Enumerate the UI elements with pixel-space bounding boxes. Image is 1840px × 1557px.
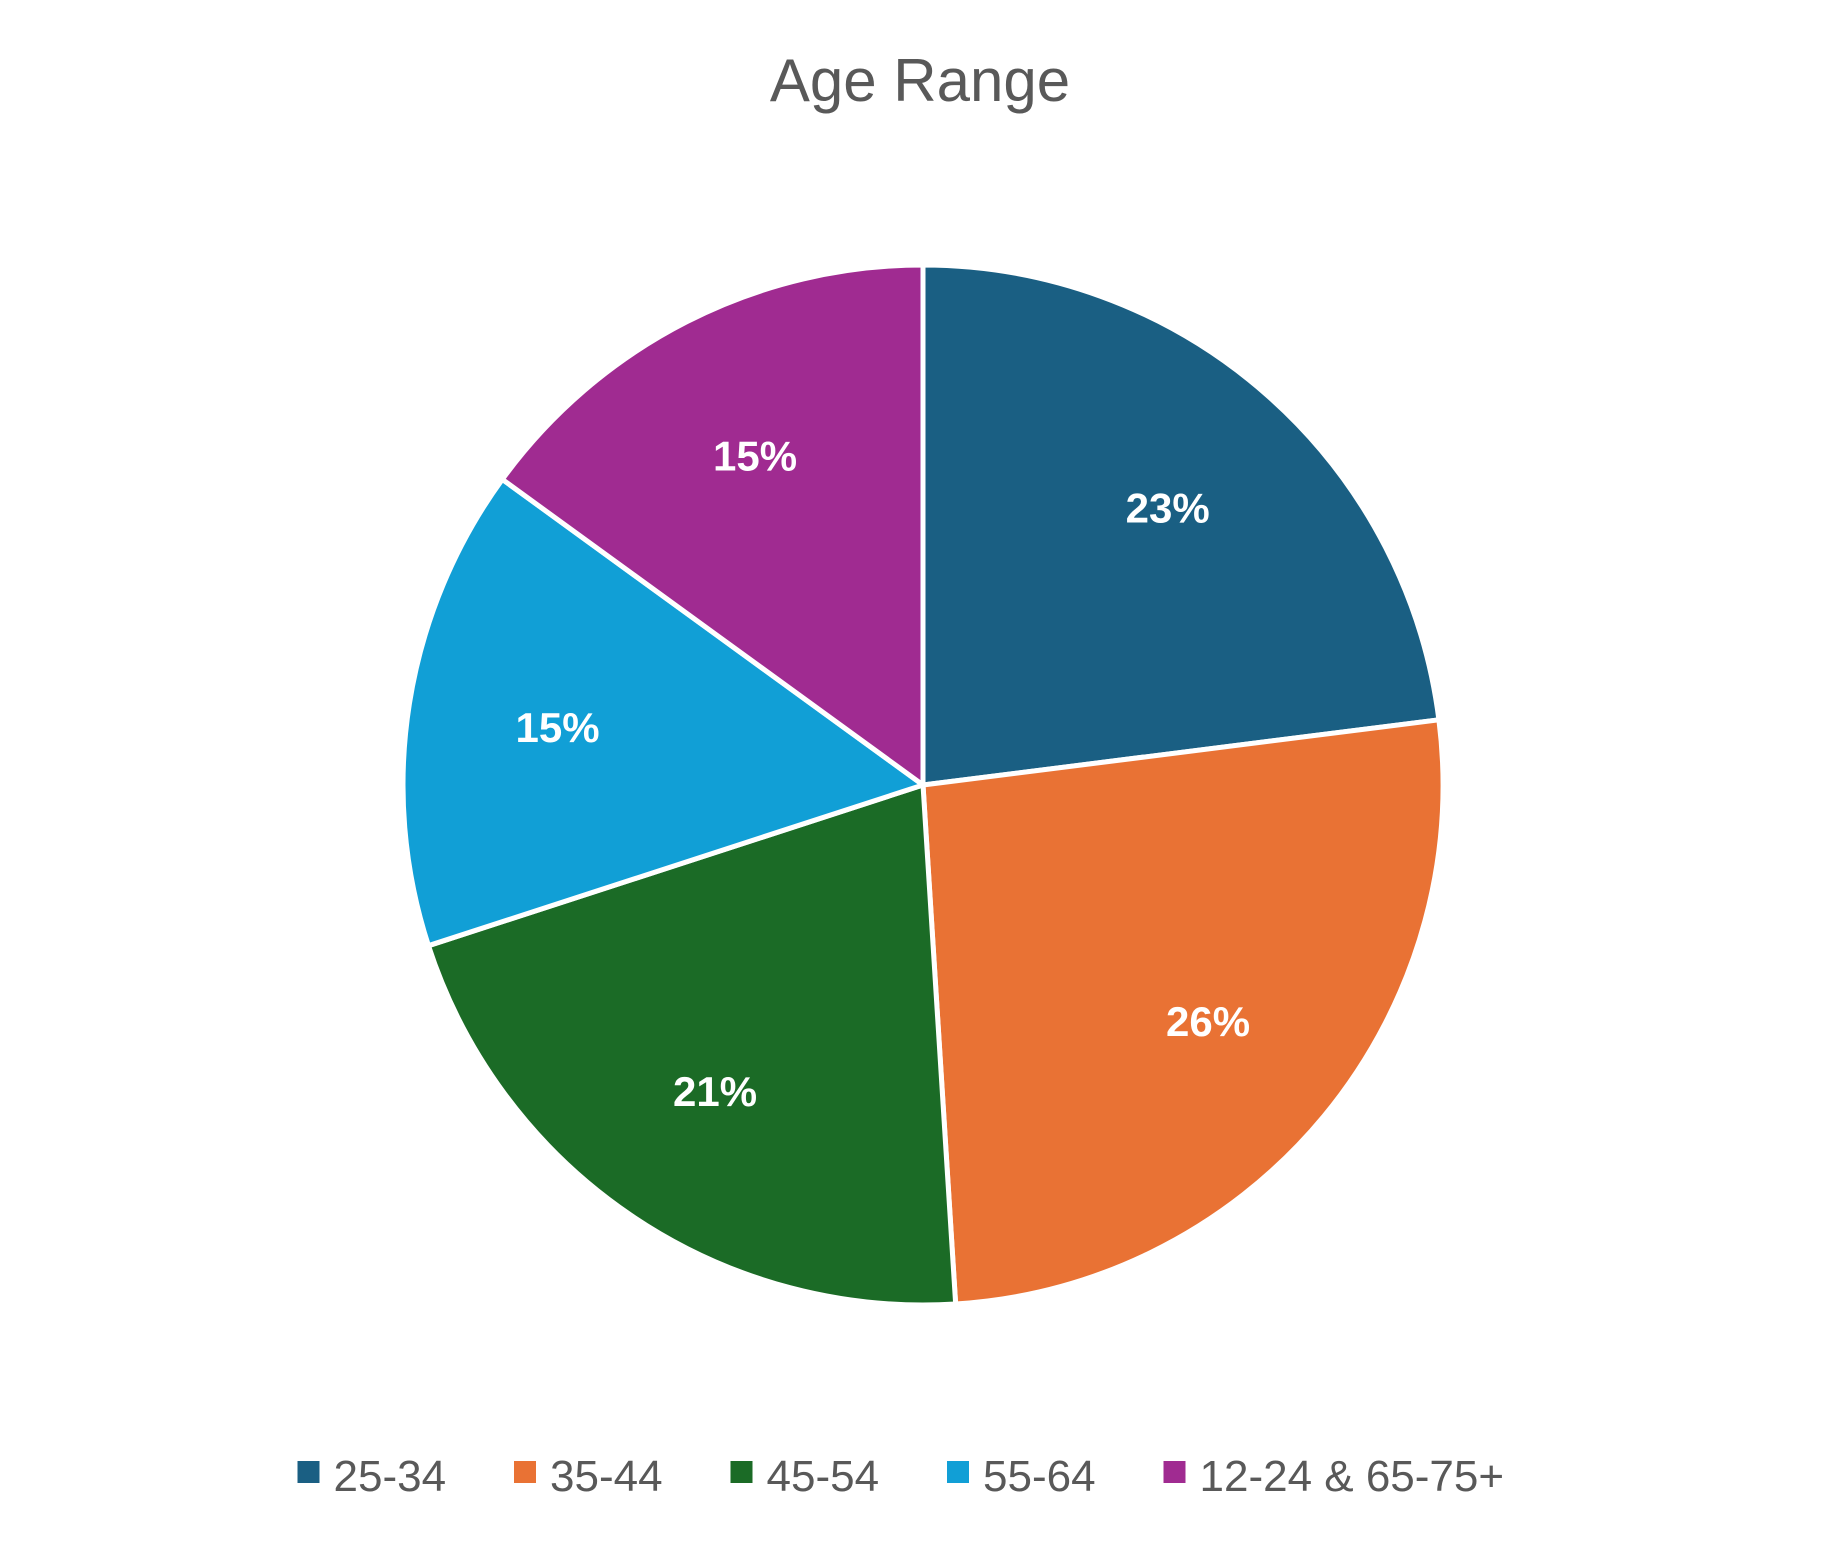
legend-label-25-34: 25-34 bbox=[334, 1452, 447, 1501]
data-labels: 23% 26% 21% 15% 15% bbox=[516, 432, 1251, 1115]
chart-title: Age Range bbox=[770, 47, 1070, 114]
data-label-35-44: 26% bbox=[1166, 998, 1250, 1045]
pie-slice-35-44 bbox=[920, 717, 1446, 1307]
pie-slice-55-64 bbox=[400, 476, 926, 949]
legend-item-12-24-65-75: 12-24 & 65-75+ bbox=[1163, 1452, 1505, 1501]
data-label-12-24-65-75: 15% bbox=[713, 432, 797, 479]
pie-slice-25-34 bbox=[920, 262, 1442, 788]
legend-label-45-54: 45-54 bbox=[767, 1452, 880, 1501]
pie-slices bbox=[400, 262, 1446, 1308]
legend-item-45-54: 45-54 bbox=[730, 1452, 880, 1501]
legend-label-55-64: 55-64 bbox=[983, 1452, 1096, 1501]
data-label-25-34: 23% bbox=[1126, 484, 1210, 531]
legend-item-55-64: 55-64 bbox=[947, 1452, 1096, 1501]
legend-label-35-44: 35-44 bbox=[550, 1452, 663, 1501]
legend-item-25-34: 25-34 bbox=[297, 1452, 447, 1501]
legend-item-35-44: 35-44 bbox=[514, 1452, 663, 1501]
legend-swatch-25-34 bbox=[297, 1461, 320, 1483]
legend-swatch-12-24-65-75 bbox=[1163, 1461, 1186, 1483]
legend-swatch-55-64 bbox=[947, 1461, 969, 1483]
data-label-45-54: 21% bbox=[673, 1068, 757, 1115]
legend-swatch-35-44 bbox=[514, 1461, 536, 1483]
data-label-55-64: 15% bbox=[516, 704, 600, 751]
legend-swatch-45-54 bbox=[730, 1461, 753, 1483]
legend: 25-34 35-44 45-54 55-64 12-24 & 65-75+ bbox=[297, 1452, 1505, 1501]
pie-slice-12-24-65-75 bbox=[499, 262, 926, 788]
pie-slice-45-54 bbox=[425, 782, 959, 1308]
legend-label-12-24-65-75: 12-24 & 65-75+ bbox=[1200, 1452, 1505, 1501]
